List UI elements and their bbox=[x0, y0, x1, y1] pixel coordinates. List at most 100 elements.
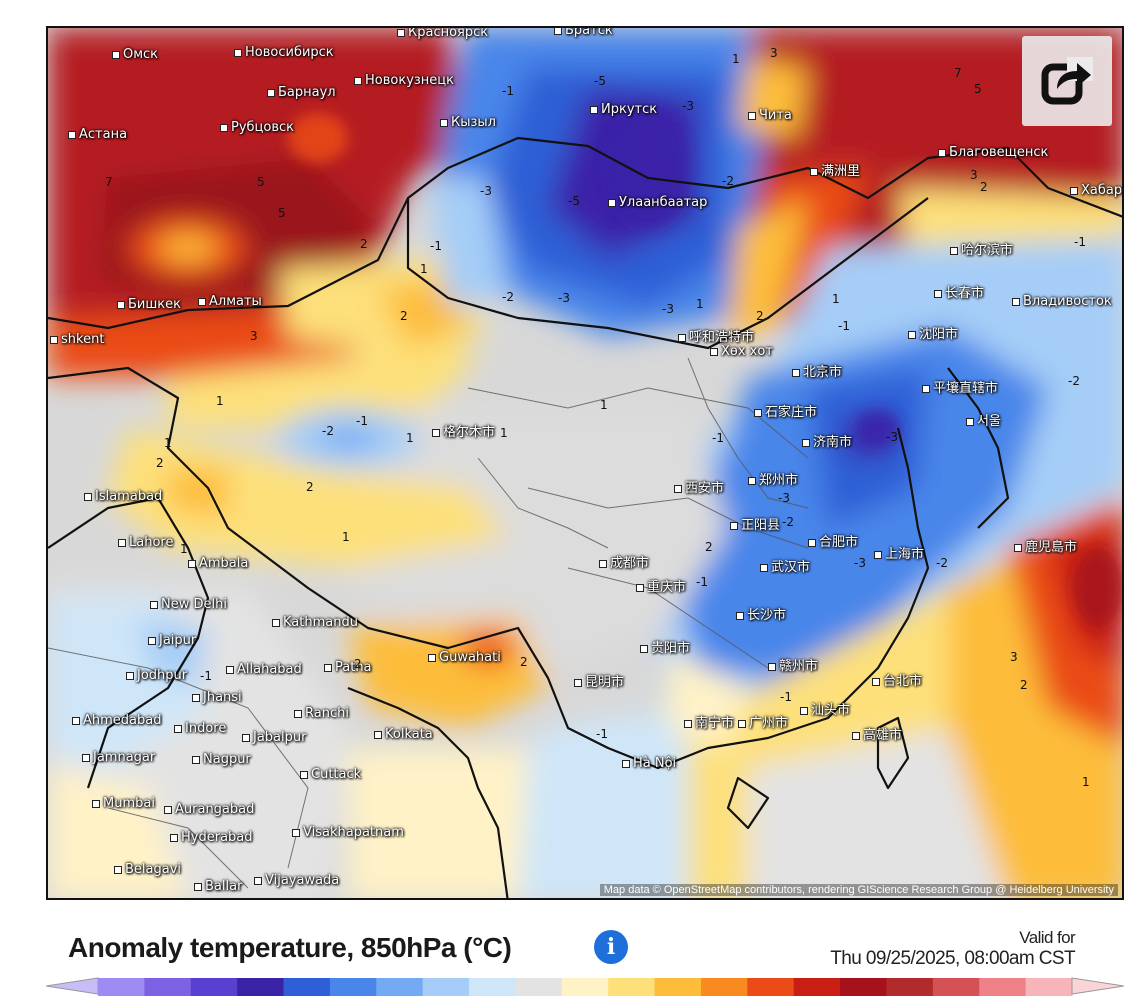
contour-label: 1 bbox=[180, 542, 188, 556]
city-name: Рубцовск bbox=[231, 120, 295, 135]
city-marker bbox=[440, 118, 448, 127]
city-label: 济南市 bbox=[802, 431, 852, 450]
city-name: Jaipur bbox=[159, 633, 197, 648]
legend-swatch bbox=[283, 978, 331, 996]
contour-label: -2 bbox=[1068, 374, 1080, 388]
valid-label: Valid for bbox=[1019, 928, 1075, 947]
valid-time: Valid for Thu 09/25/2025, 08:00am CST bbox=[830, 928, 1075, 970]
legend-swatch bbox=[469, 978, 516, 996]
legend-swatch bbox=[515, 978, 563, 996]
map-view[interactable]: Омск Новосибирск Красноярск Братск Барнаул Но… bbox=[46, 26, 1124, 900]
city-marker bbox=[150, 600, 158, 609]
city-label: 高雄市 bbox=[852, 724, 902, 743]
contour-label: 2 bbox=[1020, 678, 1028, 692]
city-label: 正阳县 bbox=[730, 514, 780, 533]
city-label: Vijayawada bbox=[254, 873, 339, 888]
city-label: Омск bbox=[112, 47, 158, 62]
city-name: Indore bbox=[185, 721, 227, 736]
city-name: Ambala bbox=[199, 556, 249, 571]
contour-label: -1 bbox=[712, 431, 724, 445]
city-label: Guwahati bbox=[428, 650, 501, 665]
city-name: Братск bbox=[565, 26, 613, 38]
share-button[interactable] bbox=[1022, 36, 1112, 126]
city-marker bbox=[934, 289, 942, 298]
city-label: Новокузнецк bbox=[354, 73, 454, 88]
city-label: Visakhapatnam bbox=[292, 825, 404, 840]
contour-label: -2 bbox=[502, 290, 514, 304]
contour-label: 7 bbox=[105, 175, 113, 189]
city-label: Aurangabad bbox=[164, 802, 254, 817]
map-attribution: Map data © OpenStreetMap contributors, r… bbox=[599, 884, 1118, 896]
contour-label: -5 bbox=[594, 74, 606, 88]
city-marker bbox=[397, 28, 405, 37]
city-name: Хабаро bbox=[1081, 183, 1123, 198]
city-label: Улаанбаатар bbox=[608, 195, 707, 210]
city-name: Nagpur bbox=[203, 752, 251, 767]
contour-label: 1 bbox=[216, 394, 224, 408]
city-label: Lahore bbox=[118, 535, 173, 550]
city-name: 汕头市 bbox=[811, 703, 851, 718]
legend-swatch bbox=[700, 978, 748, 996]
city-name: Jodhpur bbox=[137, 668, 188, 683]
city-label: 石家庄市 bbox=[754, 401, 817, 420]
city-label: 合肥市 bbox=[808, 531, 858, 550]
city-marker bbox=[730, 521, 738, 530]
city-label: shkent bbox=[50, 332, 104, 347]
contour-label: -2 bbox=[936, 556, 948, 570]
city-marker bbox=[760, 563, 768, 572]
city-name: Jhansi bbox=[203, 690, 242, 705]
city-label: 成都市 bbox=[599, 552, 649, 571]
city-marker bbox=[574, 678, 582, 687]
city-name: Кызыл bbox=[451, 115, 496, 130]
contour-label: 5 bbox=[257, 175, 265, 189]
city-marker bbox=[754, 408, 762, 417]
contour-label: 2 bbox=[705, 540, 713, 554]
city-label: 呼和浩特市 bbox=[678, 326, 754, 345]
city-name: shkent bbox=[61, 332, 105, 347]
city-name: Kathmandu bbox=[283, 615, 358, 630]
city-label: Belagavi bbox=[114, 862, 181, 877]
city-marker bbox=[768, 662, 776, 671]
city-name: 长春市 bbox=[945, 286, 985, 301]
city-marker bbox=[1070, 186, 1078, 195]
valid-datetime: Thu 09/25/2025, 08:00am CST bbox=[830, 948, 1075, 969]
city-label: 重庆市 bbox=[636, 576, 686, 595]
city-marker bbox=[234, 48, 242, 57]
city-marker bbox=[374, 730, 382, 739]
city-marker bbox=[590, 105, 598, 114]
city-marker bbox=[126, 671, 134, 680]
city-marker bbox=[554, 28, 562, 35]
city-marker bbox=[188, 559, 196, 568]
contour-label: 2 bbox=[520, 655, 528, 669]
city-name: Чита bbox=[759, 108, 792, 123]
info-icon[interactable]: i bbox=[594, 930, 628, 964]
city-marker bbox=[1014, 543, 1022, 552]
city-name: Hyderabad bbox=[181, 830, 253, 845]
city-label: Jaipur bbox=[148, 633, 196, 648]
city-name: 南宁市 bbox=[695, 716, 735, 731]
legend-swatch bbox=[98, 978, 145, 996]
city-name: Новокузнецк bbox=[365, 73, 455, 88]
city-label: Kolkata bbox=[374, 727, 433, 742]
city-name: Благовещенск bbox=[949, 145, 1049, 160]
city-label: 广州市 bbox=[738, 712, 788, 731]
city-name: Lahore bbox=[129, 535, 174, 550]
city-marker bbox=[810, 167, 818, 176]
city-label: Хөх хот bbox=[710, 344, 773, 359]
legend-swatch bbox=[793, 978, 841, 996]
city-marker bbox=[872, 677, 880, 686]
city-name: 重庆市 bbox=[647, 580, 687, 595]
city-marker bbox=[84, 492, 92, 501]
city-label: 沈阳市 bbox=[908, 323, 958, 342]
city-label: Jhansi bbox=[192, 690, 242, 705]
city-marker bbox=[174, 724, 182, 733]
city-label: 上海市 bbox=[874, 543, 924, 562]
city-name: Patna bbox=[335, 660, 372, 675]
legend-swatch bbox=[608, 978, 656, 996]
contour-label: -1 bbox=[696, 575, 708, 589]
city-label: Mumbai bbox=[92, 796, 155, 811]
city-label: New Delhi bbox=[150, 597, 227, 612]
legend-swatch bbox=[654, 978, 702, 996]
city-label: Ranchi bbox=[294, 706, 349, 721]
city-name: 武汉市 bbox=[771, 560, 811, 575]
